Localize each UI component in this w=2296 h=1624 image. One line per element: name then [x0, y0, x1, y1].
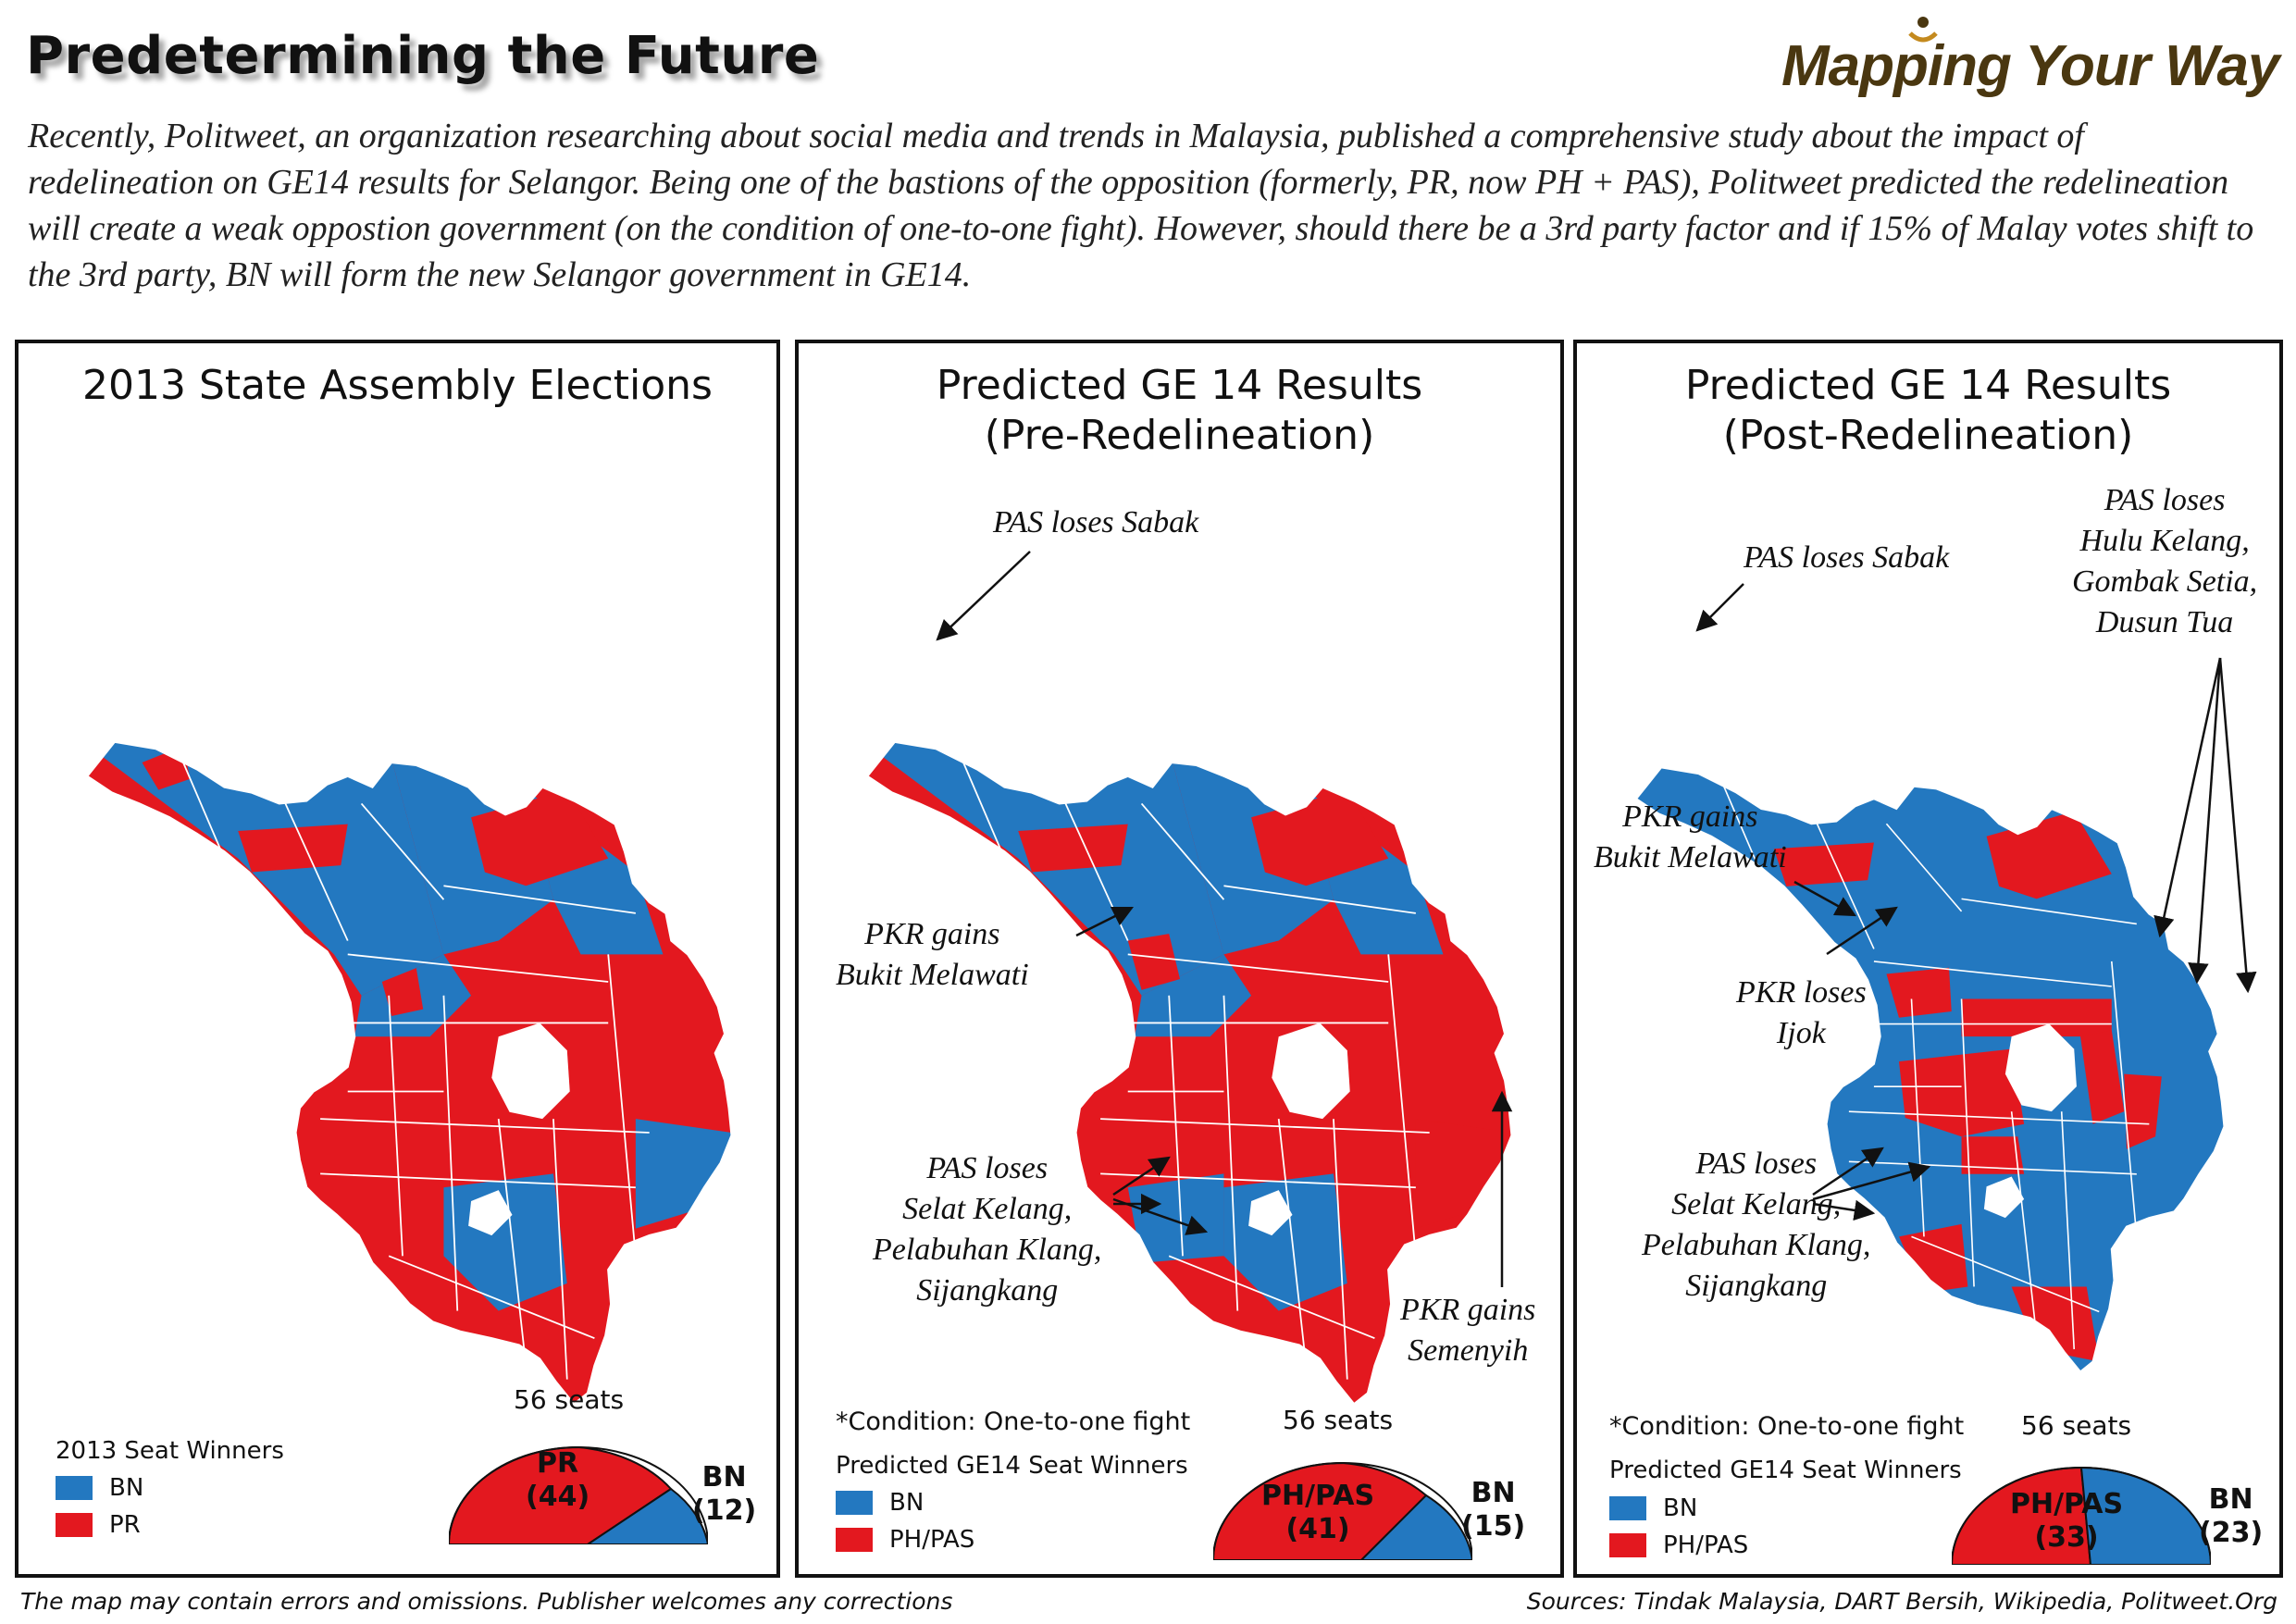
- annotation-pkr-gains-bukit-melawati: PKR gains Bukit Melawati: [1594, 800, 1787, 874]
- footer-sources: Sources: Tindak Malaysia, DART Bersih, W…: [1526, 1588, 2277, 1615]
- blue-party-count: (23): [2199, 1517, 2264, 1549]
- seats-label: 56 seats: [1283, 1405, 1394, 1435]
- blue-party-count: (15): [1461, 1510, 1526, 1543]
- seats-label: 56 seats: [2021, 1410, 2132, 1441]
- legend-title: Predicted GE14 Seat Winners: [1609, 1457, 1962, 1484]
- panel-title: 2013 State Assembly Elections: [82, 362, 713, 409]
- selangor-map-2013: [86, 740, 733, 1406]
- red-party-count: (33): [2034, 1521, 2099, 1554]
- legend-label: PH/PAS: [889, 1526, 975, 1554]
- blue-party-name: BN: [701, 1461, 747, 1494]
- legend-item-ph-pas: PH/PAS: [836, 1526, 974, 1554]
- legend-item-bn: BN: [836, 1489, 924, 1517]
- legend-item-pr: PR: [56, 1511, 141, 1539]
- blue-party-result: BN (15): [1461, 1477, 1525, 1543]
- legend-item-bn: BN: [1609, 1494, 1697, 1522]
- legend-swatch-bn: [836, 1491, 873, 1515]
- panel-pre-redelineation: Predicted GE 14 Results (Pre-Redelineati…: [795, 340, 1564, 1578]
- annotation-pkr-gains-bukit-melawati: PKR gains Bukit Melawati: [836, 917, 1029, 992]
- legend-label: BN: [889, 1489, 925, 1517]
- panel-2013: 2013 State Assembly Elections: [15, 340, 780, 1578]
- legend-label: BN: [109, 1474, 144, 1502]
- legend-item-ph-pas: PH/PAS: [1609, 1531, 1748, 1559]
- legend-label: PH/PAS: [1663, 1531, 1749, 1559]
- panel-title: Predicted GE 14 Results: [1684, 362, 2172, 409]
- intro-paragraph: Recently, Politweet, an organization res…: [28, 117, 2254, 294]
- annotation-pas-loses-sabak: PAS loses Sabak: [993, 505, 1199, 539]
- legend-label: PR: [109, 1511, 141, 1539]
- red-party-result: PH/PAS (33): [2010, 1488, 2123, 1555]
- panel-subtitle: (Post-Redelineation): [1722, 412, 2134, 459]
- seat-result-arc: [449, 1445, 708, 1544]
- panel-subtitle: (Pre-Redelineation): [984, 412, 1375, 459]
- annotation-pas-loses-selat-kelang: PAS loses Selat Kelang, Pelabuhan Klang,…: [873, 1151, 1102, 1308]
- panel-title: Predicted GE 14 Results: [936, 362, 1423, 409]
- panel-post-redelineation: Predicted GE 14 Results (Post-Redelineat…: [1573, 340, 2283, 1578]
- legend-title: Predicted GE14 Seat Winners: [836, 1452, 1188, 1480]
- red-party-name: PH/PAS: [2010, 1488, 2124, 1520]
- red-party-count: (44): [526, 1481, 590, 1513]
- page-title: Predetermining the Future: [26, 26, 820, 86]
- selangor-map-post: [1635, 766, 2226, 1373]
- footer-disclaimer: The map may contain errors and omissions…: [20, 1588, 953, 1615]
- legend-swatch-bn: [56, 1476, 93, 1500]
- blue-party-name: BN: [1471, 1477, 1516, 1509]
- blue-party-count: (12): [692, 1494, 757, 1527]
- red-party-count: (41): [1285, 1513, 1350, 1545]
- legend-swatch-ph-pas: [836, 1528, 873, 1552]
- red-party-name: PH/PAS: [1261, 1480, 1375, 1512]
- legend-swatch-ph-pas: [1609, 1533, 1646, 1557]
- annotation-pas-loses-sabak: PAS loses Sabak: [1744, 540, 1950, 575]
- seat-result-arc: [1213, 1461, 1472, 1560]
- legend-item-bn: BN: [56, 1474, 143, 1502]
- red-party-result: PR (44): [526, 1447, 590, 1514]
- annotation-arrows: [936, 551, 1513, 1287]
- legend-swatch-pr: [56, 1513, 93, 1537]
- seats-label: 56 seats: [514, 1384, 625, 1415]
- blue-party-name: BN: [2208, 1483, 2253, 1516]
- blue-party-result: BN (12): [692, 1461, 756, 1528]
- brand-swirl-icon: [1908, 17, 1938, 43]
- legend-swatch-bn: [1609, 1496, 1646, 1520]
- annotation-pas-loses-selat-kelang: PAS loses Selat Kelang, Pelabuhan Klang,…: [1642, 1147, 1871, 1303]
- condition-note: *Condition: One-to-one fight: [1609, 1412, 1965, 1441]
- annotation-pkr-loses-ijok: PKR loses Ijok: [1736, 975, 1867, 1050]
- legend-title: 2013 Seat Winners: [56, 1437, 284, 1465]
- annotation-pkr-gains-semenyih: PKR gains Semenyih: [1400, 1293, 1536, 1368]
- red-party-name: PR: [537, 1447, 579, 1480]
- legend-label: BN: [1663, 1494, 1698, 1522]
- brand-logo: Mapping Your Way: [1781, 34, 2279, 98]
- condition-note: *Condition: One-to-one fight: [836, 1407, 1191, 1436]
- selangor-map-pre: [866, 740, 1513, 1406]
- seat-result-arc: [1952, 1466, 2211, 1565]
- annotation-pas-loses-hulu-kelang: PAS loses Hulu Kelang, Gombak Setia, Dus…: [2072, 483, 2258, 639]
- red-party-result: PH/PAS (41): [1261, 1480, 1374, 1546]
- annotation-arrows: [1695, 583, 2257, 1221]
- blue-party-result: BN (23): [2199, 1483, 2263, 1550]
